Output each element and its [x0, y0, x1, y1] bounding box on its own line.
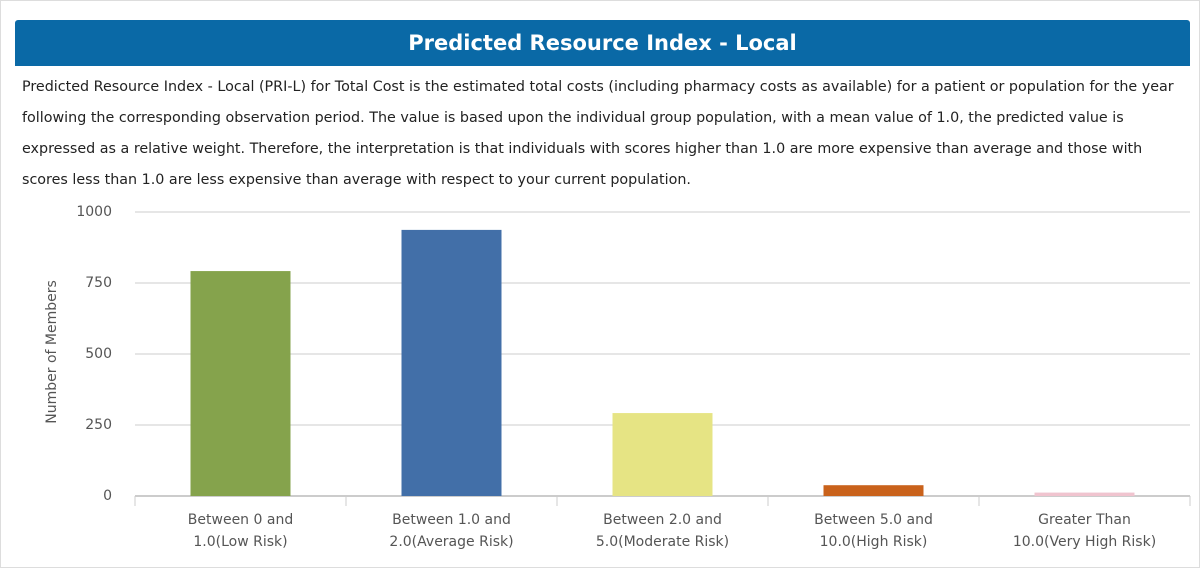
chart-title: Predicted Resource Index - Local: [15, 20, 1190, 66]
y-axis-title: Number of Members: [44, 280, 60, 424]
x-tick-label: Between 2.0 and: [603, 512, 722, 528]
y-tick-label: 500: [85, 346, 112, 362]
x-tick-label: Between 1.0 and: [392, 512, 511, 528]
y-tick-label: 750: [85, 275, 112, 291]
x-tick-label: Between 0 and: [188, 512, 293, 528]
bar: [612, 413, 713, 496]
x-tick-label: Greater Than: [1038, 512, 1131, 528]
y-tick-label: 250: [85, 417, 112, 433]
x-tick-label: 2.0(Average Risk): [389, 534, 513, 550]
chart-description: Predicted Resource Index - Local (PRI-L)…: [22, 79, 1174, 188]
bar: [401, 229, 502, 496]
x-tick-label: 1.0(Low Risk): [193, 534, 287, 550]
x-tick-label: 10.0(Very High Risk): [1013, 534, 1156, 550]
x-tick-label: Between 5.0 and: [814, 512, 933, 528]
x-tick-label: 5.0(Moderate Risk): [596, 534, 729, 550]
bar: [823, 485, 924, 496]
x-tick-label: 10.0(High Risk): [820, 534, 928, 550]
y-tick-label: 1000: [76, 204, 112, 220]
bar: [190, 271, 291, 496]
bar: [1034, 492, 1135, 496]
y-tick-label: 0: [103, 488, 112, 504]
